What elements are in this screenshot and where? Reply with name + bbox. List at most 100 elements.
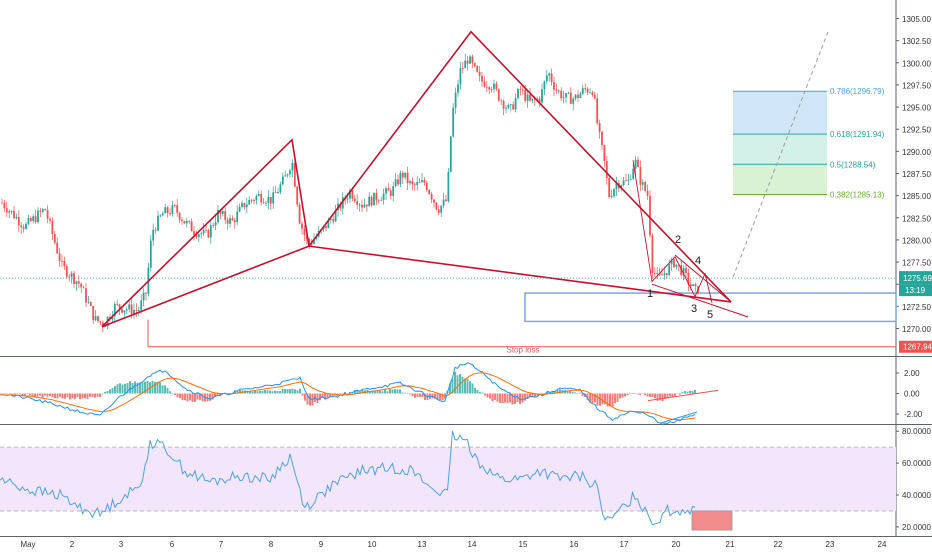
macd-histogram-bar xyxy=(654,393,656,399)
macd-histogram-bar xyxy=(41,393,44,398)
candle-body xyxy=(339,203,342,209)
macd-histogram-bar xyxy=(359,391,361,394)
macd-histogram-bar xyxy=(136,382,139,394)
macd-histogram-bar xyxy=(554,391,556,394)
candle-body xyxy=(277,192,279,194)
macd-histogram-bar xyxy=(439,393,441,401)
candle-body xyxy=(269,196,272,204)
candle-body xyxy=(87,302,90,304)
macd-histogram-bar xyxy=(239,389,241,394)
macd-histogram-bar xyxy=(471,383,474,394)
candle-body xyxy=(440,205,443,213)
candle-body xyxy=(123,310,126,313)
candle-body xyxy=(565,93,567,98)
macd-histogram-bar xyxy=(689,390,691,394)
candle-body xyxy=(392,186,395,196)
candle-body xyxy=(298,204,301,224)
candle-body xyxy=(685,268,687,273)
candle-body xyxy=(104,326,107,328)
candle-body xyxy=(445,199,447,202)
macd-histogram-bar xyxy=(9,393,11,394)
candle-body xyxy=(185,221,188,224)
macd-histogram-bar xyxy=(496,393,499,402)
macd-histogram-bar xyxy=(579,392,581,394)
candle-body xyxy=(75,281,78,284)
macd-histogram-bar xyxy=(104,392,106,394)
candle-body xyxy=(637,159,639,167)
candle-body xyxy=(308,239,311,244)
candle-body xyxy=(161,213,164,216)
candle-body xyxy=(466,60,469,64)
candle-body xyxy=(121,308,123,313)
candle-body xyxy=(555,89,558,91)
candle-body xyxy=(46,210,49,219)
candle-body xyxy=(164,207,167,214)
macd-histogram-bar xyxy=(436,393,439,400)
candle-body xyxy=(212,225,215,227)
macd-histogram-bar xyxy=(629,393,631,394)
fib-zone xyxy=(733,164,827,195)
candle-body xyxy=(493,83,495,90)
wave-label-5: 5 xyxy=(707,309,713,321)
macd-histogram-bar xyxy=(139,382,141,394)
time-axis-label: 17 xyxy=(620,540,629,549)
candle-body xyxy=(447,171,450,202)
candle-body xyxy=(389,190,392,196)
macd-histogram-bar xyxy=(279,391,281,394)
macd-histogram-bar xyxy=(154,381,156,394)
candle-body xyxy=(176,205,179,213)
macd-histogram-bar xyxy=(266,390,269,394)
candle-body xyxy=(641,182,644,185)
candle-body xyxy=(569,92,572,104)
macd-histogram-bar xyxy=(214,393,216,398)
candle-body xyxy=(603,145,606,162)
macd-histogram-bar xyxy=(456,375,459,394)
candle-body xyxy=(481,75,483,82)
candle-body xyxy=(437,209,440,213)
candle-body xyxy=(80,283,83,288)
candle-body xyxy=(653,272,656,274)
candle-body xyxy=(142,292,145,301)
time-axis-label: 20 xyxy=(672,540,681,549)
rsi-tick-label: 40.0000 xyxy=(902,491,931,500)
target-box xyxy=(524,292,897,323)
macd-histogram-bar xyxy=(569,390,571,394)
macd-histogram-bar xyxy=(269,390,271,394)
candle-body xyxy=(601,131,603,146)
candle-body xyxy=(610,195,613,198)
candle-body xyxy=(663,273,666,276)
candle-body xyxy=(581,88,584,94)
candle-body xyxy=(473,63,476,67)
macd-histogram-bar xyxy=(406,393,409,395)
macd-histogram-bar xyxy=(371,390,374,394)
candle-body xyxy=(68,276,71,278)
macd-histogram-bar xyxy=(601,393,604,405)
macd-histogram-bar xyxy=(659,393,661,401)
candle-body xyxy=(358,204,361,206)
candle-body xyxy=(380,199,383,201)
candle-body xyxy=(620,185,623,189)
macd-histogram-bar xyxy=(394,389,396,394)
candle-body xyxy=(257,194,260,196)
macd-histogram-bar xyxy=(631,393,634,394)
candle-body xyxy=(608,177,611,198)
candle-body xyxy=(310,243,313,245)
candle-body xyxy=(154,229,157,231)
candle-body xyxy=(56,242,59,254)
candle-body xyxy=(250,199,253,201)
candle-body xyxy=(428,190,431,194)
candle-body xyxy=(574,94,577,99)
macd-histogram-bar xyxy=(259,390,261,394)
candle-body xyxy=(116,303,119,305)
macd-histogram-bar xyxy=(606,393,609,407)
macd-histogram-bar xyxy=(246,390,249,394)
rsi-tick-label: 60.0000 xyxy=(902,459,931,468)
candle-body xyxy=(281,176,284,185)
candle-body xyxy=(682,268,685,276)
macd-histogram-bar xyxy=(251,391,254,394)
current-price-label: 1275.69 xyxy=(903,274,932,283)
macd-histogram-bar xyxy=(39,393,41,396)
candle-body xyxy=(361,204,363,208)
macd-histogram-bar xyxy=(114,386,116,394)
candle-body xyxy=(171,205,174,214)
